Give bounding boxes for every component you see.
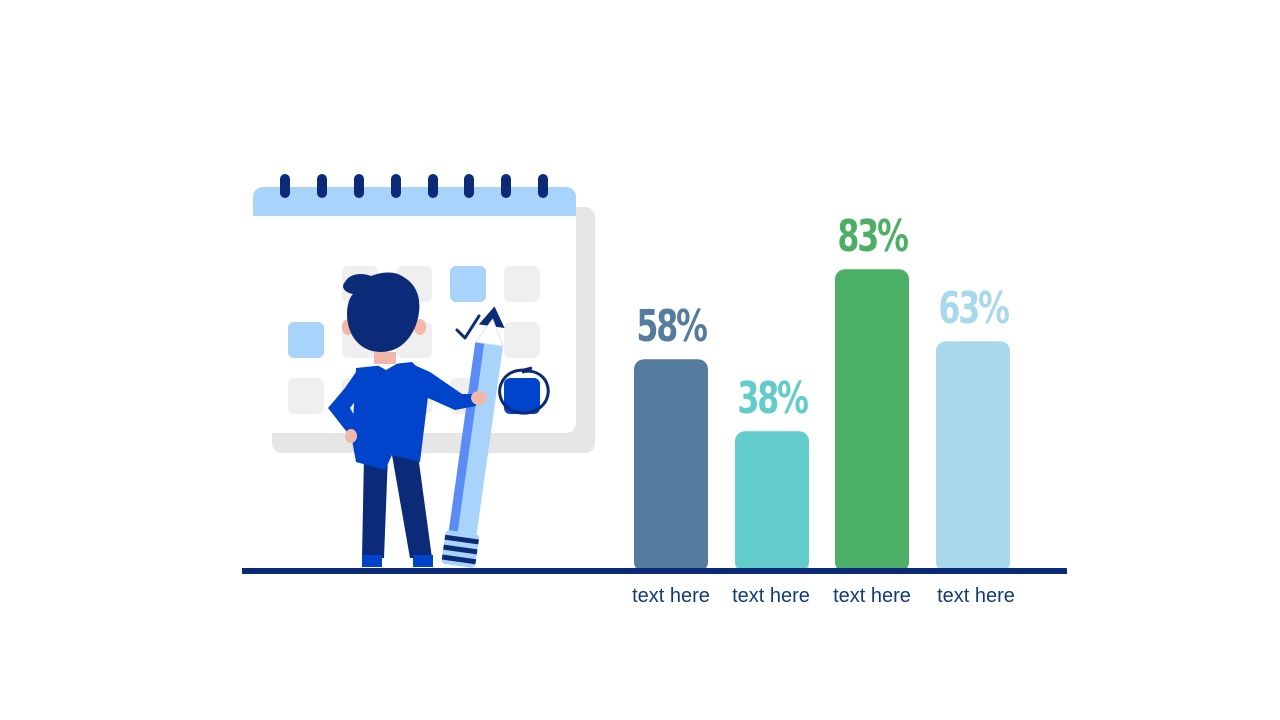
calendar-rings	[280, 174, 548, 198]
category-label-4: text here	[937, 585, 1015, 607]
bar-2	[735, 431, 809, 572]
bar-4	[936, 341, 1010, 572]
category-label-1: text here	[632, 585, 710, 607]
bar-3	[835, 269, 909, 572]
value-label-1: 58%	[636, 301, 708, 353]
value-label-4: 63%	[938, 283, 1010, 335]
category-label-2: text here	[732, 585, 810, 607]
calendar-header	[253, 187, 576, 216]
value-label-3: 83%	[837, 211, 909, 263]
value-label-2: 38%	[737, 373, 809, 425]
bar-1	[634, 359, 708, 572]
circle-mark-icon	[498, 366, 550, 415]
checkmark-icon	[455, 314, 481, 340]
category-label-3: text here	[833, 585, 911, 607]
highlighted-date-cell	[504, 378, 540, 414]
pencil-icon	[441, 306, 505, 568]
businessman-figure	[328, 272, 487, 567]
